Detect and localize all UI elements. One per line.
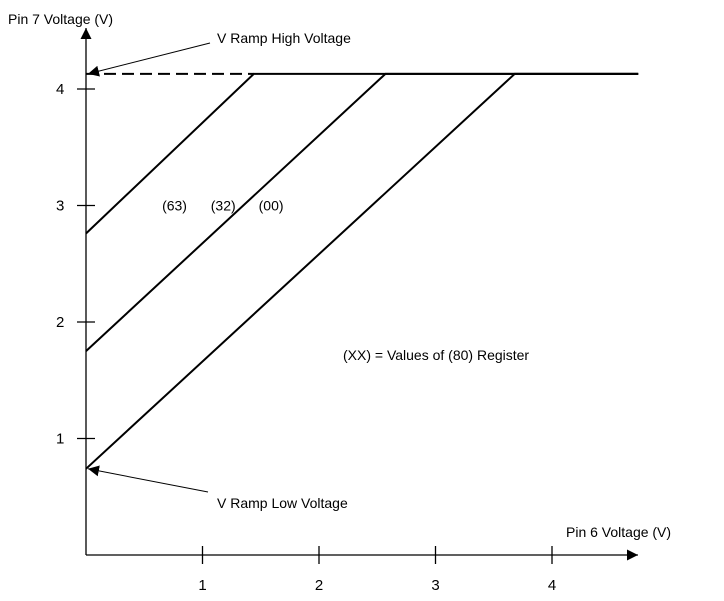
v-ramp-low-label: V Ramp Low Voltage xyxy=(217,495,348,511)
v-ramp-high-label: V Ramp High Voltage xyxy=(217,30,351,46)
series-line xyxy=(85,72,639,470)
y-axis-title: Pin 7 Voltage (V) xyxy=(8,11,113,27)
v-ramp-high-arrow xyxy=(87,42,211,77)
v-ramp-low-arrow xyxy=(87,465,209,493)
y-tick-label: 3 xyxy=(56,198,64,215)
y-tick-label: 1 xyxy=(56,431,64,448)
x-axis-title: Pin 6 Voltage (V) xyxy=(566,524,671,540)
y-tick-label: 4 xyxy=(56,81,64,98)
y-tick-label: 2 xyxy=(56,314,64,331)
axis-ticks: 1 2 3 4 1 2 3 4 xyxy=(56,81,556,594)
series-label: (63) xyxy=(162,198,187,214)
x-tick-label: 1 xyxy=(198,577,206,594)
series-label: (32) xyxy=(211,198,236,214)
x-tick-label: 3 xyxy=(431,577,439,594)
series-lines: (63) (32) (00) xyxy=(85,72,639,470)
x-tick-label: 4 xyxy=(548,577,556,594)
x-tick-label: 2 xyxy=(315,577,323,594)
register-note: (XX) = Values of (80) Register xyxy=(343,347,529,363)
series-label: (00) xyxy=(259,198,284,214)
